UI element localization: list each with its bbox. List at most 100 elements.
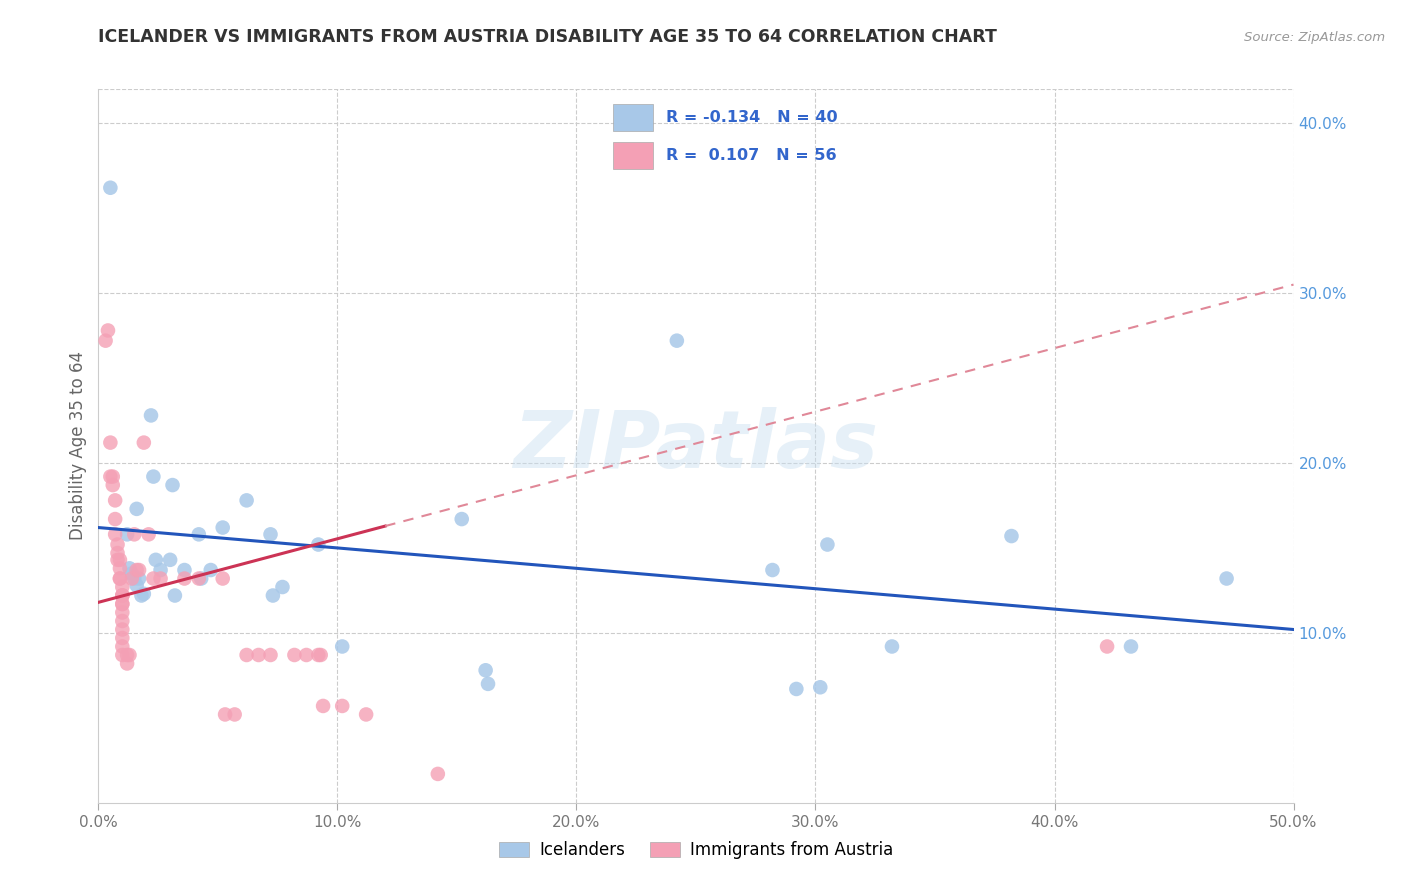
Point xyxy=(808,680,831,694)
Point xyxy=(330,640,353,654)
Point xyxy=(187,527,209,541)
Point xyxy=(163,589,186,603)
Point xyxy=(145,553,167,567)
Point xyxy=(94,334,117,348)
Point xyxy=(200,563,222,577)
Point xyxy=(107,546,129,560)
Point xyxy=(224,707,246,722)
Point xyxy=(815,537,838,551)
Point xyxy=(162,478,184,492)
Point xyxy=(426,767,449,781)
Point xyxy=(125,501,148,516)
Point xyxy=(111,597,134,611)
Point xyxy=(115,657,138,671)
Point xyxy=(111,589,134,603)
Point xyxy=(118,648,141,662)
Text: ICELANDER VS IMMIGRANTS FROM AUSTRIA DISABILITY AGE 35 TO 64 CORRELATION CHART: ICELANDER VS IMMIGRANTS FROM AUSTRIA DIS… xyxy=(98,29,997,46)
Point xyxy=(98,469,122,483)
Point xyxy=(128,563,150,577)
Point xyxy=(247,648,270,662)
Point xyxy=(880,640,903,654)
Point xyxy=(132,435,155,450)
Point xyxy=(214,707,236,722)
Point xyxy=(108,572,131,586)
Point xyxy=(312,698,335,713)
Point xyxy=(283,648,305,662)
Point xyxy=(108,553,131,567)
Point xyxy=(307,648,329,662)
Point xyxy=(121,566,143,581)
Point xyxy=(111,597,134,611)
Point xyxy=(761,563,783,577)
Point xyxy=(121,572,143,586)
Point xyxy=(1119,640,1142,654)
Point xyxy=(98,435,122,450)
Point xyxy=(259,527,281,541)
Point xyxy=(307,537,329,551)
Point xyxy=(125,563,148,577)
Point xyxy=(107,537,129,551)
Point xyxy=(111,606,134,620)
Point xyxy=(104,527,127,541)
Point xyxy=(211,572,233,586)
Point xyxy=(235,493,257,508)
Point xyxy=(295,648,318,662)
Point xyxy=(1095,640,1118,654)
Point xyxy=(235,648,257,662)
Point xyxy=(111,623,134,637)
Point xyxy=(132,587,155,601)
Point xyxy=(108,572,131,586)
Point xyxy=(118,561,141,575)
Point xyxy=(108,561,131,575)
Point xyxy=(173,572,195,586)
Point xyxy=(111,648,134,662)
Point xyxy=(111,589,134,603)
Point xyxy=(1000,529,1022,543)
Point xyxy=(125,578,148,592)
Point xyxy=(115,527,138,541)
Point xyxy=(111,589,134,603)
Point xyxy=(262,589,284,603)
Point xyxy=(1215,572,1237,586)
Point xyxy=(330,698,353,713)
Legend: Icelanders, Immigrants from Austria: Icelanders, Immigrants from Austria xyxy=(492,835,900,866)
Point xyxy=(97,323,120,337)
Point xyxy=(104,512,127,526)
Point xyxy=(111,640,134,654)
Point xyxy=(190,572,212,586)
Point xyxy=(101,478,124,492)
Point xyxy=(111,631,134,645)
Point xyxy=(354,707,377,722)
Point xyxy=(665,334,688,348)
Point xyxy=(259,648,281,662)
Point xyxy=(271,580,294,594)
Point xyxy=(149,563,172,577)
Point xyxy=(139,409,162,423)
Point xyxy=(474,663,496,677)
Point xyxy=(107,553,129,567)
Point xyxy=(101,469,124,483)
Text: ZIPatlas: ZIPatlas xyxy=(513,407,879,485)
Point xyxy=(138,527,160,541)
Point xyxy=(124,527,146,541)
Point xyxy=(104,493,127,508)
Point xyxy=(128,572,150,586)
Point xyxy=(309,648,332,662)
Point xyxy=(111,614,134,628)
Point xyxy=(173,563,195,577)
Point xyxy=(98,180,122,194)
Point xyxy=(159,553,181,567)
Point xyxy=(111,580,134,594)
Point xyxy=(187,572,209,586)
Point xyxy=(785,681,807,696)
Point xyxy=(211,520,233,534)
Point xyxy=(124,572,146,586)
Point xyxy=(149,572,172,586)
Text: Source: ZipAtlas.com: Source: ZipAtlas.com xyxy=(1244,31,1385,45)
Point xyxy=(115,648,138,662)
Point xyxy=(142,572,165,586)
Point xyxy=(142,469,165,483)
Point xyxy=(450,512,472,526)
Point xyxy=(131,589,153,603)
Y-axis label: Disability Age 35 to 64: Disability Age 35 to 64 xyxy=(69,351,87,541)
